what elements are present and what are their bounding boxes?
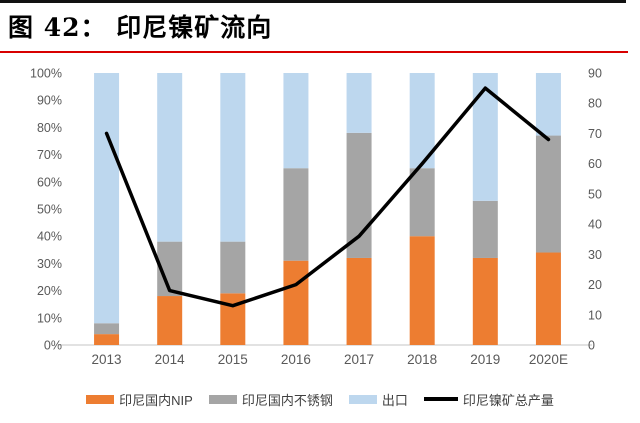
x-axis-category-label: 2015 [218,352,248,367]
right-axis-tick-label: 20 [588,278,602,292]
x-axis-category-label: 2014 [155,352,186,367]
gray-bar-swatch-icon [208,394,237,404]
bar-segment-2016 [283,73,309,169]
bar-segment-2019 [472,200,498,258]
right-axis-tick-label: 80 [588,97,602,111]
bar-segment-2013 [94,323,120,335]
bar-segment-2020E [535,73,561,136]
legend-item-total-output: 印尼镍矿总产量 [423,390,554,409]
x-axis-category-label: 2013 [92,352,122,367]
title-underline-rule [0,51,628,53]
bar-segment-2019 [472,257,498,345]
bar-segment-2013 [94,73,120,324]
legend-item-export: 出口 [348,390,408,409]
legend-label-export: 出口 [381,392,408,408]
bar-segment-2014 [157,296,183,345]
right-axis-tick-label: 10 [588,308,602,322]
left-axis-tick-label: 60% [37,175,62,189]
bar-segment-2017 [346,132,372,258]
right-axis-tick-label: 40 [588,218,602,232]
figure-title: 图 42： 印尼镍矿流向 [8,13,273,42]
legend-label-stainless: 印尼国内不锈钢 [241,392,333,408]
x-axis-category-label: 2018 [407,352,437,367]
right-axis-tick-label: 50 [588,187,602,201]
right-axis-tick-label: 30 [588,248,602,262]
right-axis-tick-label: 90 [588,67,602,81]
chart-legend: 印尼国内NIP 印尼国内不锈钢 出口 印尼镍矿总产量 [0,385,640,413]
left-axis-tick-label: 70% [37,148,62,162]
right-axis-tick-label: 70 [588,127,602,141]
left-axis-tick-label: 90% [37,94,62,108]
bar-segment-2018 [409,168,435,237]
left-axis-tick-label: 80% [37,121,62,135]
x-axis-category-label: 2019 [470,352,500,367]
chart-canvas: 0% 10% 20% 30% 40% 50% 60% 70% 80% 90% 100% 0 10 20 30… [30,67,602,368]
bar-segment-2017 [346,73,372,133]
right-axis-tick-label: 60 [588,157,602,171]
bar-segment-2020E [535,252,561,345]
legend-label-total-output: 印尼镍矿总产量 [462,392,554,408]
bar-segment-2016 [283,168,309,261]
bar-segment-2015 [220,73,246,242]
legend-item-nip: 印尼国内NIP [86,390,193,409]
bar-segment-2020E [535,135,561,253]
bar-segment-2018 [409,236,435,345]
bar-segment-2015 [220,241,246,294]
bar-segment-2014 [157,73,183,242]
bar-segment-2013 [94,334,120,345]
left-axis-tick-label: 30% [37,257,62,271]
blue-bar-swatch-icon [348,394,377,404]
left-axis-tick-label: 20% [37,284,62,298]
x-axis-category-label: 2020E [529,352,568,367]
title-top-rule [0,0,626,3]
legend-label-nip: 印尼国内NIP [119,392,193,408]
right-axis-tick-label: 0 [588,339,595,353]
left-axis-tick-label: 100% [30,67,62,81]
x-axis-category-label: 2016 [281,352,311,367]
left-axis-tick-label: 10% [37,311,62,325]
bar-segment-2017 [346,257,372,345]
bar-segment-2019 [472,73,498,201]
left-axis-tick-label: 0% [44,339,62,353]
orange-bar-swatch-icon [86,394,115,404]
bar-segment-2016 [283,260,309,345]
x-axis-category-label: 2017 [344,352,374,367]
left-axis-tick-label: 50% [37,203,62,217]
legend-item-stainless: 印尼国内不锈钢 [208,390,333,409]
nickel-flow-chart: 0% 10% 20% 30% 40% 50% 60% 70% 80% 90% 100% 0 10 20 30… [0,62,640,377]
black-line-swatch-icon [423,397,458,401]
left-axis-tick-label: 40% [37,230,62,244]
total-production-line [104,86,551,308]
